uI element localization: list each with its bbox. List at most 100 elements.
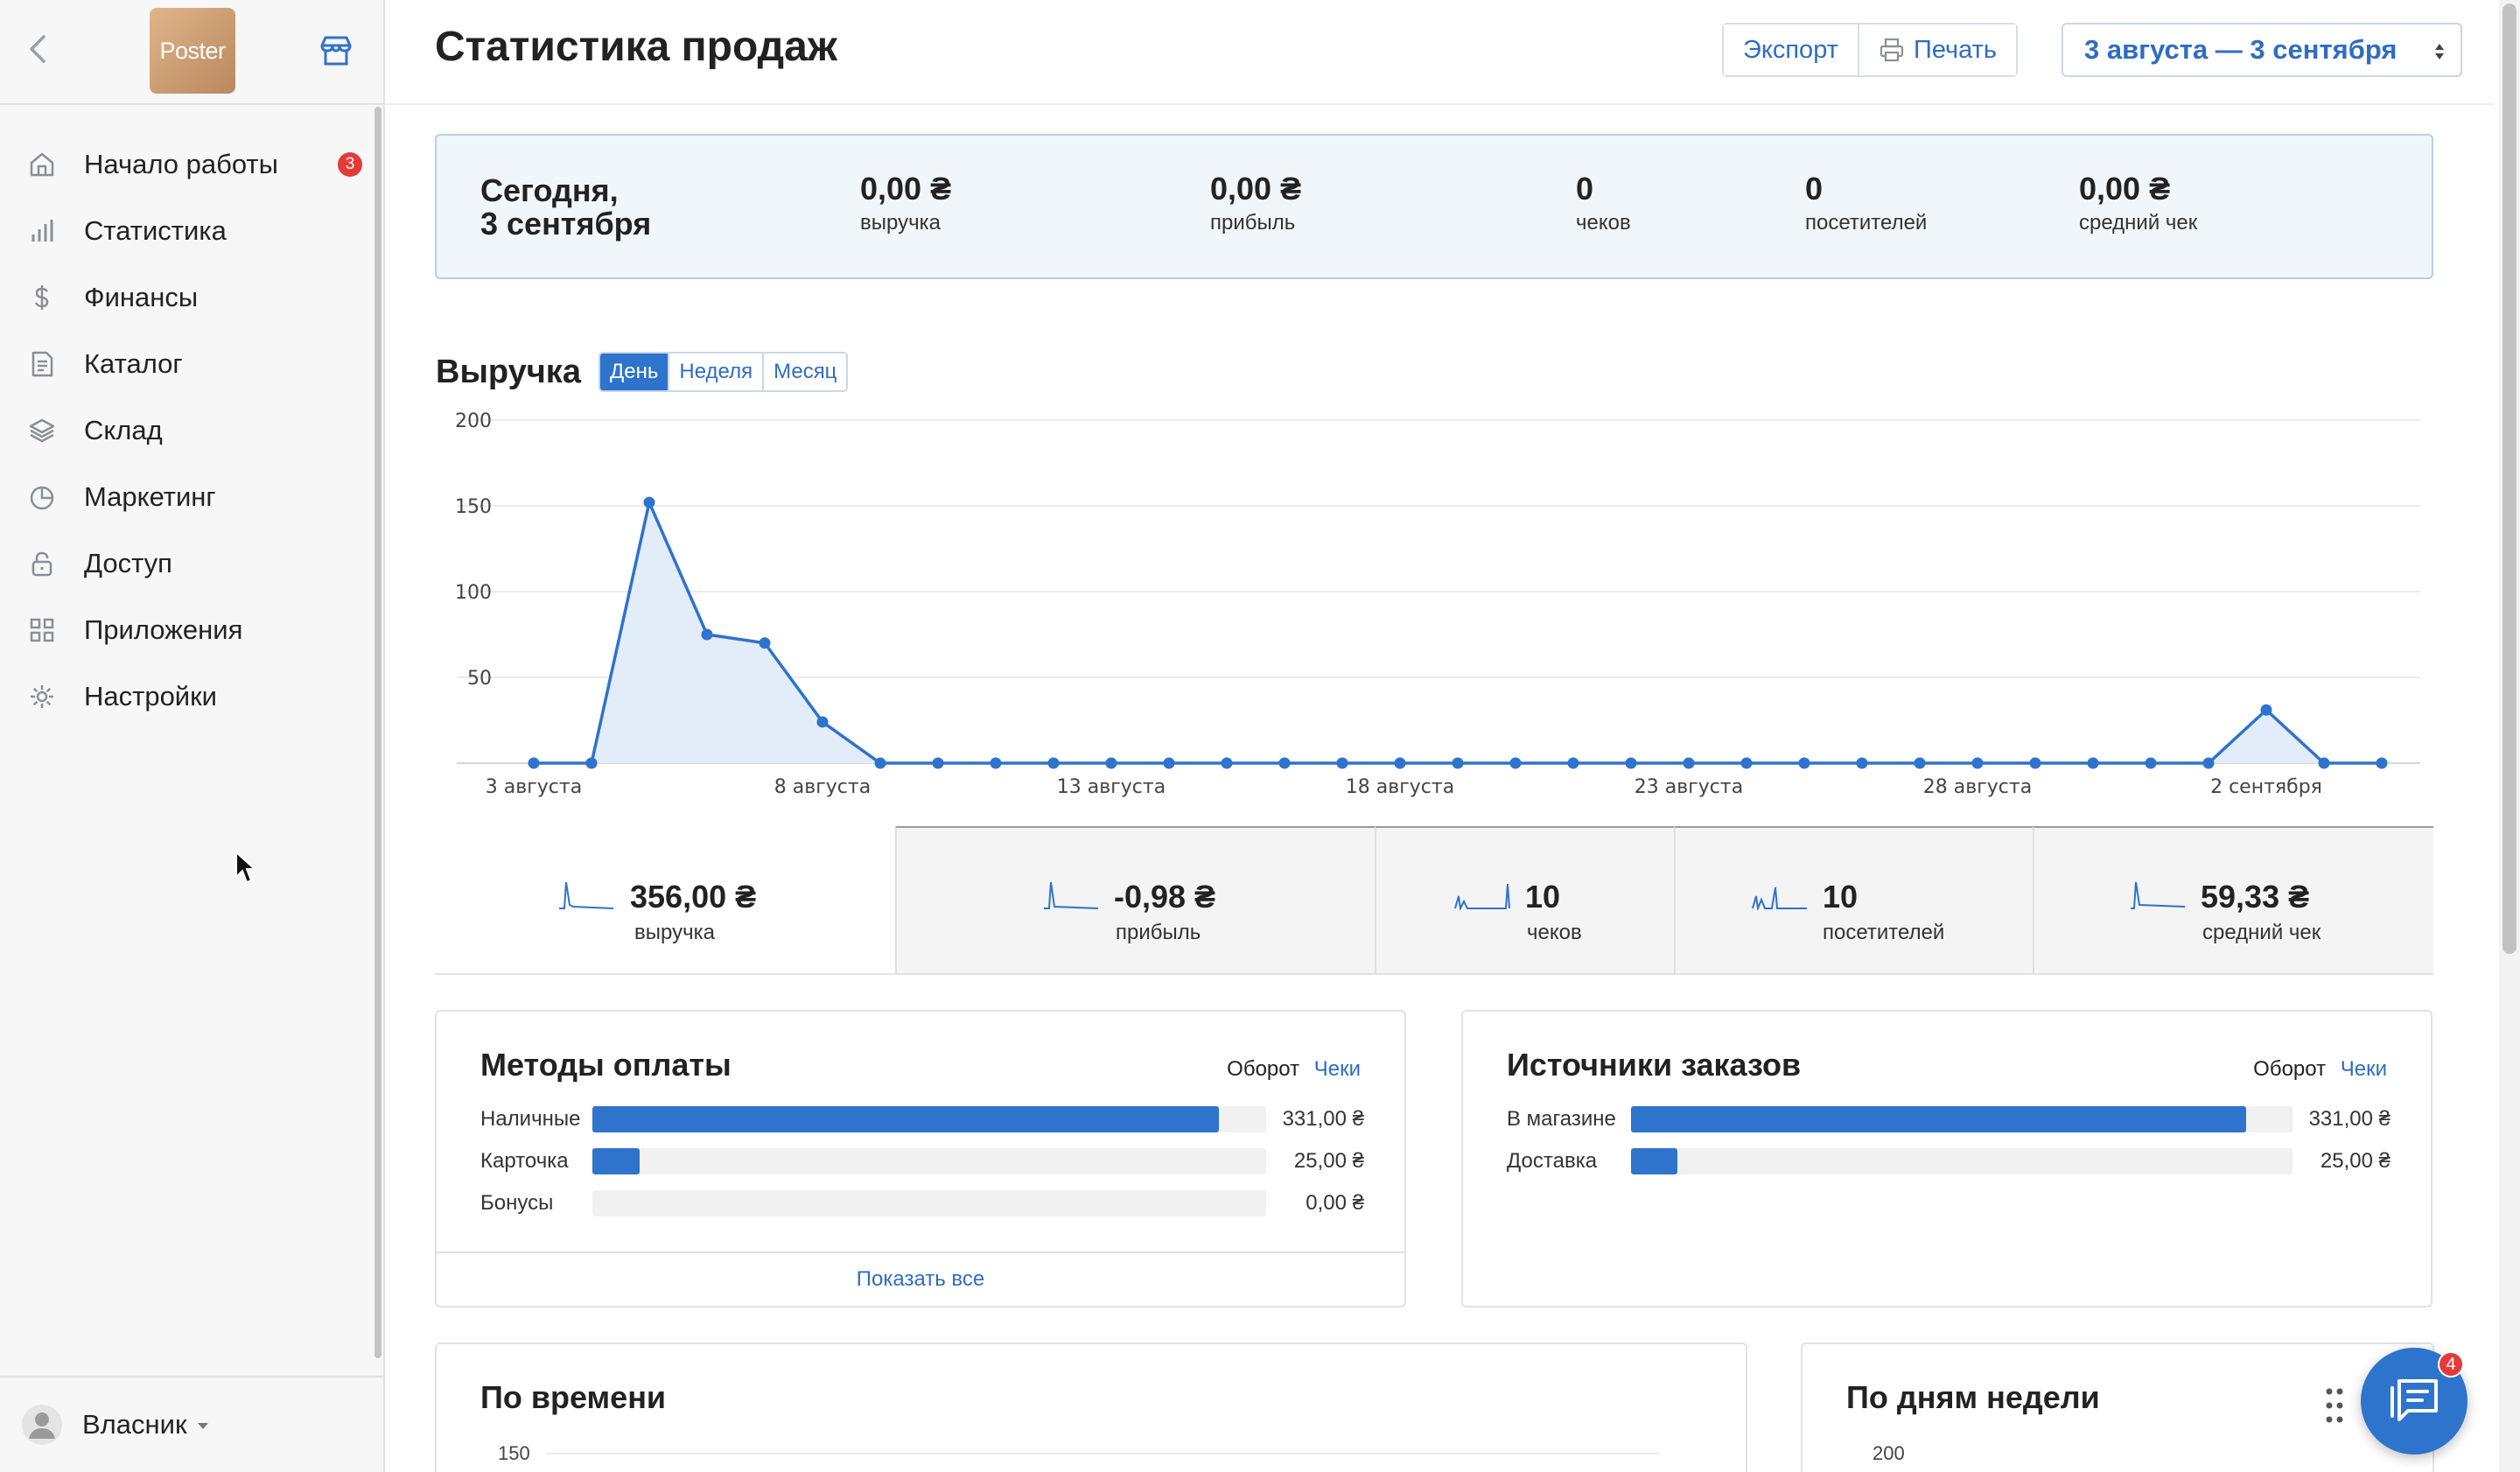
summary-profit[interactable]: -0,98 ₴ прибыль <box>895 826 1375 973</box>
data-point <box>2145 757 2157 769</box>
sparkline-icon <box>2131 881 2186 909</box>
export-label: Экспорт <box>1743 35 1838 64</box>
data-point <box>1856 757 1868 769</box>
page-title: Статистика продаж <box>435 24 837 70</box>
data-point <box>2029 757 2041 769</box>
sidebar-nav: Начало работы 3 Статистика Финансы Катал… <box>0 131 376 730</box>
data-point <box>816 716 829 728</box>
sidebar-item-start[interactable]: Начало работы 3 <box>0 131 376 198</box>
data-point <box>2260 704 2272 716</box>
sidebar-item-label: Склад <box>84 415 163 445</box>
tab-week[interactable]: Неделя <box>668 354 763 390</box>
data-point <box>701 628 713 641</box>
row-label: Доставка <box>1507 1149 1598 1173</box>
tab-checks[interactable]: Чеки <box>2340 1057 2387 1081</box>
data-point <box>759 637 771 649</box>
user-menu[interactable]: Власник <box>0 1376 383 1472</box>
metric-value: 0 <box>1576 171 1594 207</box>
summary-value: 356,00 ₴ <box>630 879 757 915</box>
y-tick-label: 200 <box>1872 1442 1905 1464</box>
summary-label: чеков <box>1527 921 1582 944</box>
tab-turnover[interactable]: Оборот <box>1227 1057 1300 1081</box>
sidebar-item-label: Доступ <box>84 548 172 578</box>
x-tick-label: 2 сентября <box>2210 776 2322 798</box>
sidebar-item-access[interactable]: Доступ <box>0 530 376 597</box>
sidebar-item-finance[interactable]: Финансы <box>0 264 376 331</box>
today-checks: 0 чеков <box>1576 171 1631 235</box>
metric-label: посетителей <box>1805 211 1928 235</box>
metric-label: выручка <box>860 211 941 235</box>
sidebar-item-settings[interactable]: Настройки <box>0 663 376 730</box>
today-title: Сегодня, 3 сентября <box>480 174 651 241</box>
today-visitors: 0 посетителей <box>1805 171 1927 235</box>
y-tick-label: 200 <box>455 410 492 432</box>
tab-day[interactable]: День <box>600 354 668 390</box>
metric-label: чеков <box>1576 211 1631 235</box>
user-name: Власник <box>82 1409 187 1440</box>
y-tick-label: 50 <box>467 668 492 690</box>
payment-methods-card: Методы оплаты Оборот Чеки Наличные 331,0… <box>435 1010 1406 1307</box>
sidebar-item-marketing[interactable]: Маркетинг <box>0 464 376 530</box>
data-point <box>990 757 1002 769</box>
sidebar-item-statistics[interactable]: Статистика <box>0 198 376 264</box>
y-tick-label: 100 <box>455 582 492 604</box>
today-title-line1: Сегодня, <box>480 172 619 208</box>
apps-grid-icon <box>30 618 54 642</box>
sidebar-item-warehouse[interactable]: Склад <box>0 397 376 464</box>
revenue-title: Выручка <box>436 354 581 390</box>
data-point <box>2202 757 2215 769</box>
card-title: По времени <box>480 1379 667 1415</box>
today-revenue: 0,00 ₴ выручка <box>860 171 951 235</box>
bar-track <box>592 1190 1266 1216</box>
period-summary: 356,00 ₴ выручка -0,98 ₴ прибыль 10 чеко… <box>435 826 2433 975</box>
data-point <box>1336 757 1348 769</box>
row-value: 25,00 ₴ <box>2320 1149 2390 1173</box>
show-all-link[interactable]: Показать все <box>437 1251 1404 1306</box>
tab-checks[interactable]: Чеки <box>1313 1057 1361 1081</box>
date-range-select[interactable]: 3 августа — 3 сентября <box>2062 23 2462 77</box>
y-tick-label: 150 <box>498 1442 530 1464</box>
sidebar-item-catalog[interactable]: Каталог <box>0 331 376 397</box>
drag-handle-icon[interactable] <box>2324 1386 2345 1425</box>
mouse-cursor-icon <box>235 851 257 884</box>
print-label: Печать <box>1913 35 1997 64</box>
sidebar-item-label: Начало работы <box>84 149 278 179</box>
page-header: Статистика продаж Экспорт Печать 3 авгус… <box>385 0 2494 105</box>
payment-row: Карточка 25,00 ₴ <box>480 1147 1364 1174</box>
dollar-icon <box>34 285 49 310</box>
row-value: 331,00 ₴ <box>2308 1107 2390 1131</box>
data-point <box>1221 757 1233 769</box>
print-button[interactable]: Печать <box>1857 25 2016 75</box>
chevron-left-icon[interactable] <box>24 33 52 65</box>
sidebar-item-label: Приложения <box>84 614 243 645</box>
summary-checks[interactable]: 10 чеков <box>1375 826 1674 973</box>
export-button[interactable]: Экспорт <box>1724 25 1858 75</box>
store-icon[interactable] <box>318 35 354 67</box>
sidebar-item-label: Маркетинг <box>84 481 216 512</box>
payment-row: Наличные 331,00 ₴ <box>480 1105 1364 1132</box>
summary-visitors[interactable]: 10 посетителей <box>1674 826 2033 973</box>
page-scrollbar[interactable] <box>2499 0 2520 1472</box>
tab-turnover[interactable]: Оборот <box>2253 1057 2327 1081</box>
x-tick-label: 3 августа <box>486 776 582 798</box>
card-tabs: Оборот Чеки <box>1227 1057 1361 1082</box>
sidebar-scrollbar[interactable] <box>374 107 382 1358</box>
summary-avg-check[interactable]: 59,33 ₴ средний чек <box>2033 826 2433 973</box>
metric-value: 0 <box>1805 171 1824 207</box>
data-point <box>528 757 540 769</box>
card-title: По дням недели <box>1846 1379 2100 1415</box>
data-point <box>2087 757 2099 769</box>
metric-label: средний чек <box>2079 211 2198 235</box>
summary-label: прибыль <box>1116 921 1201 944</box>
summary-revenue[interactable]: 356,00 ₴ выручка <box>435 826 895 973</box>
order-sources-card: Источники заказов Оборот Чеки В магазине… <box>1461 1010 2432 1307</box>
x-tick-label: 23 августа <box>1634 776 1743 798</box>
tab-month[interactable]: Месяц <box>762 354 847 390</box>
logo[interactable]: Poster <box>150 8 235 94</box>
data-point <box>2376 757 2388 769</box>
data-point <box>585 757 598 769</box>
sidebar-item-label: Финансы <box>84 282 199 312</box>
sidebar-item-apps[interactable]: Приложения <box>0 597 376 663</box>
scrollbar-thumb[interactable] <box>2502 4 2516 954</box>
sidebar-item-label: Настройки <box>84 681 218 711</box>
